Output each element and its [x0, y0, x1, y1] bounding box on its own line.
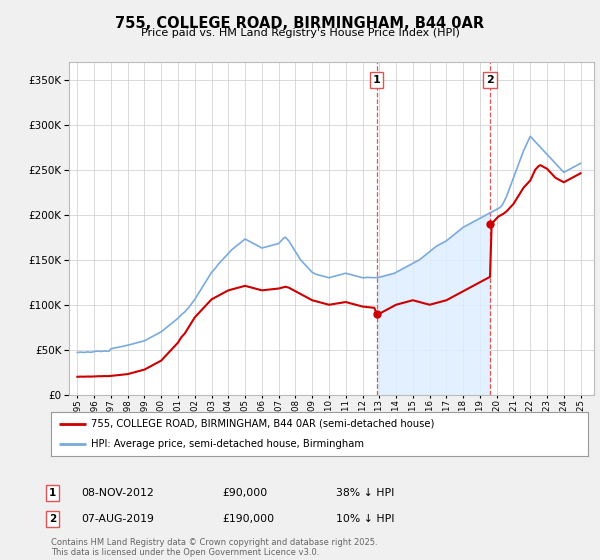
- Text: Price paid vs. HM Land Registry's House Price Index (HPI): Price paid vs. HM Land Registry's House …: [140, 28, 460, 38]
- Text: 1: 1: [373, 75, 380, 85]
- Text: 2: 2: [49, 514, 56, 524]
- Text: 38% ↓ HPI: 38% ↓ HPI: [336, 488, 394, 498]
- Text: 2: 2: [486, 75, 494, 85]
- Text: 1: 1: [49, 488, 56, 498]
- Text: 08-NOV-2012: 08-NOV-2012: [81, 488, 154, 498]
- Text: HPI: Average price, semi-detached house, Birmingham: HPI: Average price, semi-detached house,…: [91, 439, 364, 449]
- Text: 10% ↓ HPI: 10% ↓ HPI: [336, 514, 395, 524]
- Text: Contains HM Land Registry data © Crown copyright and database right 2025.
This d: Contains HM Land Registry data © Crown c…: [51, 538, 377, 557]
- Text: 07-AUG-2019: 07-AUG-2019: [81, 514, 154, 524]
- Text: £190,000: £190,000: [222, 514, 274, 524]
- Text: 755, COLLEGE ROAD, BIRMINGHAM, B44 0AR (semi-detached house): 755, COLLEGE ROAD, BIRMINGHAM, B44 0AR (…: [91, 419, 434, 429]
- Text: 755, COLLEGE ROAD, BIRMINGHAM, B44 0AR: 755, COLLEGE ROAD, BIRMINGHAM, B44 0AR: [115, 16, 485, 31]
- Text: £90,000: £90,000: [222, 488, 267, 498]
